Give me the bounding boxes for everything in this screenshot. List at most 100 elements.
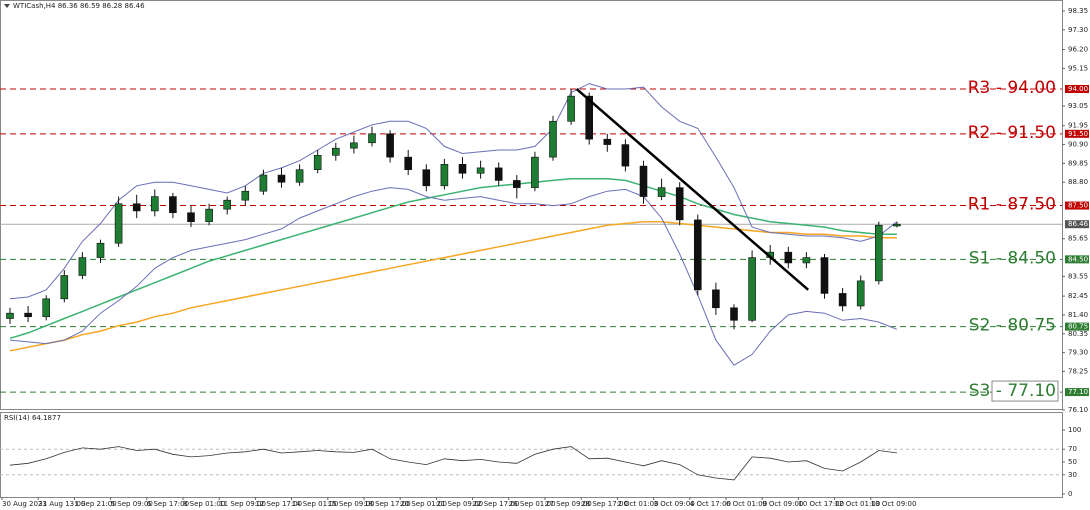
candle-body bbox=[187, 212, 195, 222]
candle-body bbox=[693, 219, 702, 291]
y-tick-label: 88.80 bbox=[1068, 178, 1088, 186]
x-tick-label: 8 Sep 01:00 bbox=[183, 500, 225, 508]
x-tick-label: 31 Aug 13:00 bbox=[38, 500, 85, 508]
rsi-tick-label: 100 bbox=[1068, 426, 1081, 434]
candle-body bbox=[350, 142, 358, 149]
x-tick-label: 11 Sep 09:00 bbox=[219, 500, 266, 508]
rsi-pane bbox=[0, 412, 1063, 498]
y-tick-label: 91.95 bbox=[1068, 122, 1088, 130]
level-tag-label: 91.50 bbox=[1068, 130, 1088, 138]
level-label-box bbox=[991, 380, 1059, 402]
overlay-line bbox=[9, 220, 897, 352]
rsi-tick-label: 30 bbox=[1068, 471, 1077, 479]
level-tag-label: 80.75 bbox=[1068, 323, 1088, 331]
candle-body bbox=[531, 156, 539, 188]
x-tick-label: 5 Sep 09:00 bbox=[111, 500, 153, 508]
y-tick-label: 82.45 bbox=[1068, 292, 1088, 300]
y-tick-label: 96.20 bbox=[1068, 46, 1088, 54]
y-tick-label: 79.30 bbox=[1068, 349, 1088, 357]
x-tick-label: 6 Sep 17:00 bbox=[147, 500, 189, 508]
y-tick-label: 76.10 bbox=[1068, 406, 1088, 414]
menu-icon bbox=[4, 4, 10, 8]
candle-body bbox=[784, 251, 793, 264]
candle-body bbox=[748, 257, 756, 321]
x-tick-label: 15 Sep 09:00 bbox=[328, 500, 375, 508]
candle-body bbox=[386, 133, 394, 158]
level-label: R2 - 91.50 bbox=[968, 123, 1056, 143]
y-tick-label: 81.40 bbox=[1068, 311, 1088, 319]
candle-body bbox=[639, 165, 648, 197]
level-tag bbox=[1065, 129, 1089, 138]
candle-body bbox=[114, 203, 123, 244]
rsi-line bbox=[9, 446, 897, 481]
level-label: S3 - 77.10 bbox=[969, 381, 1056, 401]
candle-body bbox=[476, 167, 485, 174]
candle-body bbox=[24, 312, 32, 318]
candle-body bbox=[802, 257, 811, 264]
candle-body bbox=[151, 196, 159, 212]
y-tick-label: 95.15 bbox=[1068, 64, 1088, 72]
candle-body bbox=[494, 167, 503, 181]
candle-body bbox=[96, 242, 105, 258]
y-tick-label: 89.85 bbox=[1068, 159, 1088, 167]
candle-body bbox=[313, 155, 322, 170]
candle-body bbox=[458, 164, 467, 174]
candle-body bbox=[838, 293, 847, 307]
candle-body bbox=[422, 169, 431, 187]
candle-body bbox=[6, 312, 14, 319]
y-tick-label: 83.55 bbox=[1068, 272, 1088, 280]
candle-body bbox=[657, 187, 666, 197]
candle-body bbox=[404, 156, 413, 170]
overlay-line bbox=[9, 177, 897, 340]
level-tag bbox=[1065, 388, 1089, 397]
x-tick-label: 27 Sep 09:00 bbox=[545, 500, 592, 508]
rsi-tick-label: 0 bbox=[1068, 490, 1072, 498]
candle-body bbox=[42, 298, 51, 318]
level-tag-label: 84.50 bbox=[1068, 255, 1088, 263]
candle-body bbox=[295, 169, 304, 183]
level-tag bbox=[1065, 255, 1089, 264]
x-tick-label: 28 Sep 17:00 bbox=[581, 500, 628, 508]
candle-body bbox=[331, 147, 340, 156]
rsi-title: RSI(14) 64.1877 bbox=[4, 414, 61, 422]
candle-body bbox=[223, 199, 231, 210]
level-tag-label: 87.50 bbox=[1068, 202, 1088, 210]
x-tick-label: 21 Sep 09:00 bbox=[436, 500, 483, 508]
y-tick-label: 80.35 bbox=[1068, 330, 1088, 338]
current-price-tag bbox=[1065, 220, 1089, 229]
x-tick-label: 14 Sep 01:00 bbox=[292, 500, 339, 508]
candle-body bbox=[60, 275, 69, 300]
level-label: S2 - 80.75 bbox=[969, 316, 1056, 336]
price-pane bbox=[0, 0, 1063, 410]
level-label: R3 - 94.00 bbox=[968, 78, 1056, 98]
x-tick-label: 22 Sep 17:00 bbox=[473, 500, 520, 508]
candle-body bbox=[169, 196, 177, 214]
level-tag bbox=[1065, 322, 1089, 331]
trendline bbox=[575, 88, 810, 291]
candle-body bbox=[259, 174, 268, 192]
candle-body bbox=[78, 257, 87, 276]
chart-title: WTICash,H4 86.36 86.59 86.28 86.46 bbox=[13, 2, 145, 10]
candle-body bbox=[132, 203, 141, 212]
level-label: R1 - 87.50 bbox=[968, 195, 1056, 215]
y-tick-label: 93.05 bbox=[1068, 102, 1088, 110]
y-tick-label: 98.35 bbox=[1068, 7, 1088, 15]
x-tick-label: 20 Sep 01:00 bbox=[400, 500, 447, 508]
x-tick-label: 6 Oct 01:00 bbox=[726, 500, 767, 508]
candle-body bbox=[368, 133, 376, 144]
candle-body bbox=[241, 190, 250, 201]
level-tag bbox=[1065, 201, 1089, 210]
x-tick-label: 9 Oct 09:00 bbox=[762, 500, 803, 508]
candle-body bbox=[567, 95, 575, 122]
x-tick-label: 12 Sep 17:00 bbox=[255, 500, 302, 508]
rsi-tick-label: 70 bbox=[1068, 445, 1077, 453]
overlay-line bbox=[9, 187, 898, 366]
candle-body bbox=[440, 164, 449, 187]
overlay-line bbox=[9, 83, 898, 300]
candle-body bbox=[603, 138, 612, 145]
x-tick-label: 10 Oct 17:00 bbox=[798, 500, 844, 508]
level-tag-label: 77.10 bbox=[1068, 388, 1088, 396]
candle-body bbox=[893, 223, 901, 227]
y-tick-label: 97.30 bbox=[1068, 26, 1088, 34]
